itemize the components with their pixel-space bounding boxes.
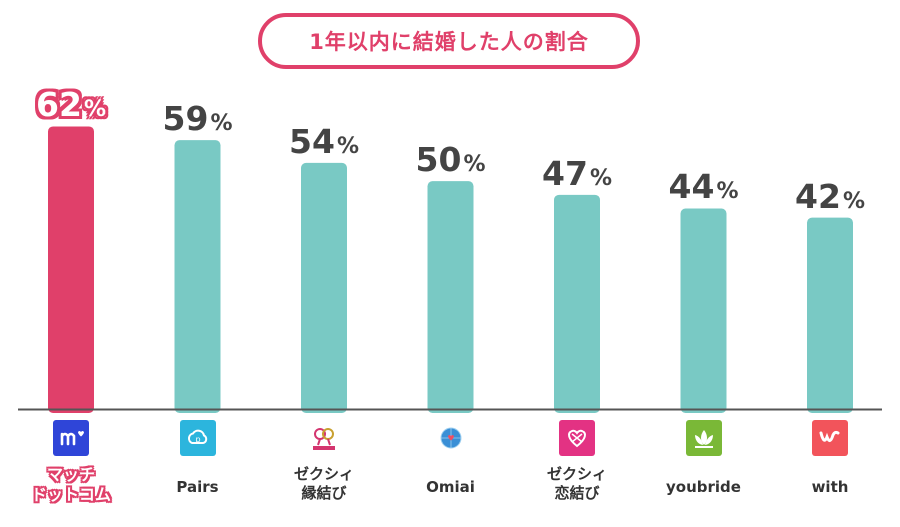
category-label-1: Pairs <box>176 478 219 496</box>
value-label-4: 47% <box>542 157 612 190</box>
value-label-0: 62% <box>36 88 106 121</box>
value-number: 44 <box>668 167 715 207</box>
category-label-6: with <box>811 478 849 496</box>
match-com-logo-icon <box>53 420 89 456</box>
value-number: 59 <box>162 99 209 139</box>
value-number: 54 <box>289 121 335 161</box>
omiai-logo-icon <box>432 420 469 456</box>
value-unit: % <box>589 165 612 191</box>
value-unit: % <box>842 188 865 214</box>
category-label-2: ゼクシィ 縁結び <box>293 465 355 502</box>
youbride-logo-icon <box>685 420 722 456</box>
bar-2 <box>301 162 347 413</box>
bar-5 <box>680 208 727 413</box>
bar-1 <box>174 140 221 413</box>
category-label-0: マッチ ドットコム <box>30 465 112 504</box>
value-number: 50 <box>415 140 462 180</box>
category-label-4: ゼクシィ 恋結び <box>546 465 608 502</box>
value-number: 62 <box>36 85 82 125</box>
zexy-enmusubi-logo-icon <box>306 420 342 456</box>
value-unit: % <box>210 111 233 137</box>
value-label-1: 59% <box>163 102 233 135</box>
chart-title: 1年以内に結婚した人の割合 <box>258 13 640 69</box>
with-logo-icon <box>812 420 848 456</box>
svg-text:p: p <box>195 435 200 444</box>
value-unit: % <box>336 133 359 159</box>
value-label-2: 54% <box>289 125 359 158</box>
value-unit: % <box>716 179 739 205</box>
bar-4 <box>554 194 600 413</box>
bar-0 <box>48 126 94 413</box>
zexy-koimusubi-logo-icon <box>559 420 595 456</box>
category-label-3: Omiai <box>426 478 475 496</box>
value-unit: % <box>463 152 486 178</box>
bar-6 <box>807 217 853 413</box>
value-label-3: 50% <box>416 143 486 176</box>
value-unit: % <box>83 97 106 123</box>
value-number: 47 <box>542 153 588 193</box>
value-number: 42 <box>795 176 841 216</box>
category-label-5: youbride <box>666 478 741 496</box>
pairs-logo-icon: p <box>179 420 216 456</box>
bar-3 <box>427 181 474 413</box>
value-label-5: 44% <box>669 170 739 203</box>
value-label-6: 42% <box>795 180 865 213</box>
